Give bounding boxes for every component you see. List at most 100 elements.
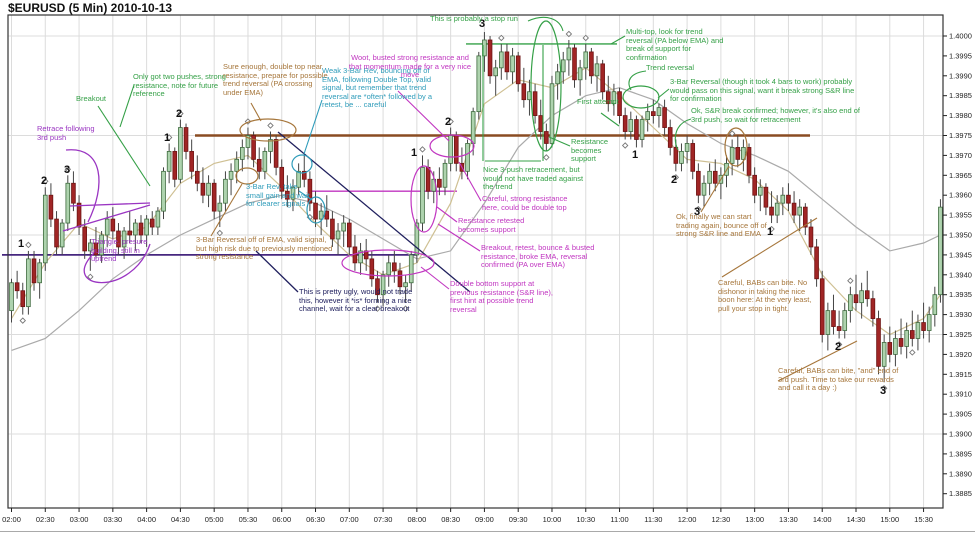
swing-marker-icon xyxy=(447,118,454,125)
swing-marker-icon xyxy=(177,110,184,117)
pattern-circle xyxy=(622,85,660,109)
swing-marker-icon xyxy=(695,205,702,213)
candle xyxy=(808,226,814,248)
y-axis-label: 1.3965 xyxy=(949,171,972,180)
trend-or-pointer-line xyxy=(97,105,151,187)
candle xyxy=(499,51,504,69)
candle xyxy=(200,182,206,196)
candle xyxy=(116,230,121,248)
candle xyxy=(898,338,904,347)
candle xyxy=(819,278,825,335)
trend-or-pointer-line xyxy=(700,165,730,213)
candle xyxy=(166,151,172,172)
trend-or-pointer-line xyxy=(69,202,151,207)
x-axis-label: 08:30 xyxy=(441,515,460,524)
candle xyxy=(752,174,757,196)
y-axis-label: 1.3910 xyxy=(949,390,972,399)
y-axis-label: 1.3890 xyxy=(949,469,972,478)
x-axis-label: 10:30 xyxy=(576,515,595,524)
candle xyxy=(414,222,420,256)
candle xyxy=(634,119,639,140)
candle xyxy=(881,342,887,367)
candle xyxy=(99,234,104,256)
trend-or-pointer-line xyxy=(600,112,620,127)
push-count-label: 3 xyxy=(64,164,70,176)
pattern-circle xyxy=(341,249,435,277)
candle xyxy=(910,330,915,339)
candle xyxy=(521,83,527,101)
candle xyxy=(9,282,14,312)
trend-or-pointer-line xyxy=(777,340,858,382)
candle xyxy=(273,139,279,168)
y-axis-label: 1.4000 xyxy=(949,32,972,41)
swing-marker-icon xyxy=(498,34,505,42)
y-axis-label: 1.3905 xyxy=(949,410,972,419)
x-axis-label: 14:30 xyxy=(847,515,866,524)
swing-marker-icon xyxy=(768,225,775,233)
trend-or-pointer-line xyxy=(210,183,243,237)
x-axis-label: 14:00 xyxy=(813,515,832,524)
candle xyxy=(256,158,262,172)
y-axis-label: 1.3900 xyxy=(949,430,972,439)
y-axis-label: 1.3920 xyxy=(949,350,972,359)
candle xyxy=(904,330,909,347)
pointer-curve xyxy=(674,118,692,151)
candle xyxy=(54,218,59,248)
candle xyxy=(679,151,684,164)
candle xyxy=(932,294,938,316)
candle xyxy=(853,294,859,304)
candle xyxy=(285,190,290,200)
candle xyxy=(684,143,690,152)
x-axis-label: 10:00 xyxy=(543,515,562,524)
candle xyxy=(864,290,870,300)
candle xyxy=(420,166,425,224)
push-count-label: 2 xyxy=(835,341,841,353)
trend-or-pointer-line xyxy=(298,190,313,201)
candle xyxy=(774,202,780,216)
candle xyxy=(690,143,696,172)
y-axis-label: 1.3975 xyxy=(949,131,972,140)
candle xyxy=(127,230,133,236)
candle xyxy=(769,206,774,216)
trend-or-pointer-line xyxy=(303,99,323,155)
trend-or-pointer-line xyxy=(657,88,670,99)
candle xyxy=(544,131,549,144)
swing-marker-icon xyxy=(543,154,550,161)
swing-marker-icon xyxy=(216,229,224,237)
x-axis-label: 13:00 xyxy=(745,515,764,524)
candle xyxy=(701,182,707,196)
candle xyxy=(515,55,521,85)
plot-border xyxy=(7,14,944,509)
candle xyxy=(493,67,498,77)
candle xyxy=(369,258,375,280)
candle xyxy=(104,218,110,236)
candle xyxy=(729,147,735,164)
pointer-curve xyxy=(65,149,100,223)
candle xyxy=(223,178,228,204)
candle xyxy=(172,151,178,180)
y-axis-label: 1.3940 xyxy=(949,270,972,279)
trend-or-pointer-line xyxy=(721,217,818,278)
pattern-circle xyxy=(724,127,748,167)
ema-fast-line xyxy=(10,67,941,336)
candle xyxy=(741,147,746,160)
candle xyxy=(673,147,679,164)
candle xyxy=(26,258,31,308)
candle xyxy=(234,158,240,172)
y-axis-label: 1.3950 xyxy=(949,231,972,240)
candle xyxy=(600,63,605,93)
candle xyxy=(915,322,921,339)
candle xyxy=(228,170,234,180)
candle xyxy=(14,282,20,292)
trend-or-pointer-line xyxy=(458,161,482,202)
candle xyxy=(605,91,611,105)
candle xyxy=(926,314,932,331)
x-axis-label: 06:30 xyxy=(306,515,325,524)
y-axis-label: 1.3960 xyxy=(949,191,972,200)
candle xyxy=(786,194,791,204)
candle xyxy=(859,290,864,304)
candle xyxy=(133,222,138,236)
candle xyxy=(848,294,853,312)
push-count-label: 1 xyxy=(18,238,24,250)
candle xyxy=(836,326,842,331)
